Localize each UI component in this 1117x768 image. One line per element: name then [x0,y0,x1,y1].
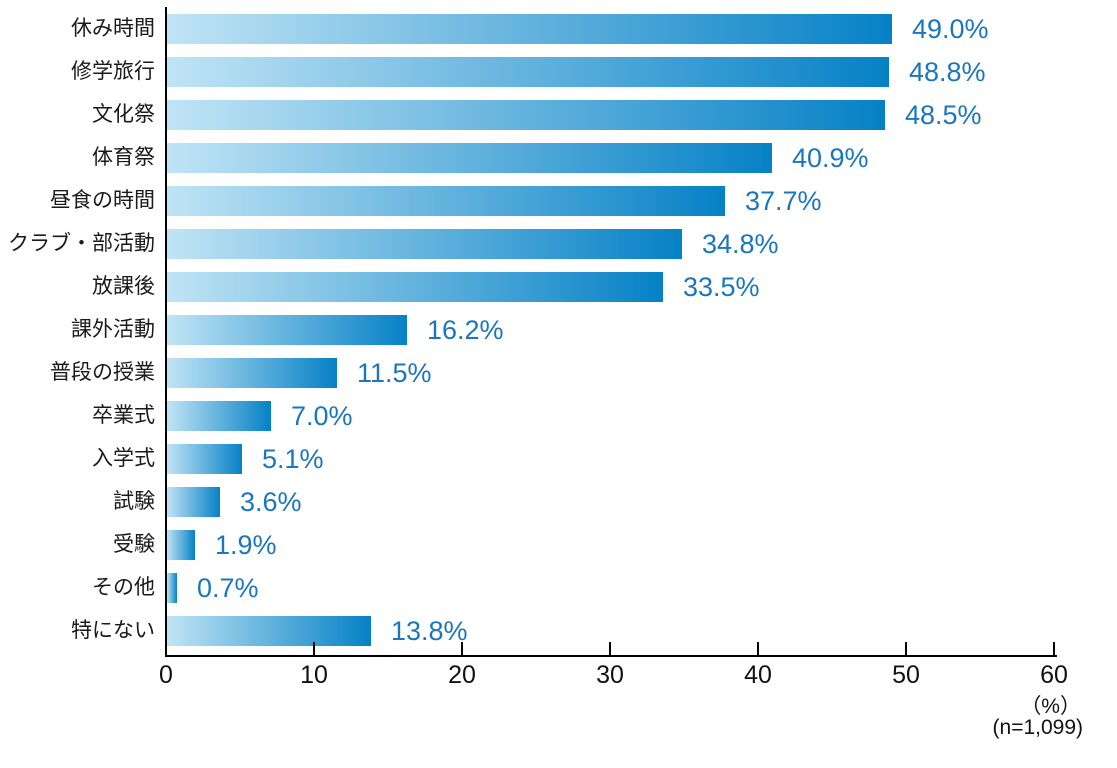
x-axis-tick-label: 30 [596,661,624,689]
category-label: 卒業式 [92,404,155,427]
value-label: 11.5% [357,358,432,388]
x-axis-line [165,655,1057,657]
bar [167,14,892,44]
value-label: 13.8% [391,616,468,646]
bar [167,315,407,345]
bar [167,229,682,259]
bar [167,573,177,603]
bar [167,401,271,431]
category-label: 文化祭 [92,103,155,126]
value-label: 7.0% [291,401,353,431]
x-axis-tick [461,642,463,655]
value-label: 48.5% [905,100,982,130]
x-axis-tick [905,642,907,655]
x-axis-tick-label: 0 [159,661,173,689]
category-label: 昼食の時間 [50,189,155,212]
value-label: 16.2% [427,315,504,345]
category-label: 入学式 [92,447,155,470]
x-axis-tick-label: 60 [1040,661,1068,689]
category-label: クラブ・部活動 [8,232,155,255]
category-label: 休み時間 [71,17,155,40]
bar [167,487,220,517]
x-axis-tick-label: 40 [744,661,772,689]
category-label: 体育祭 [92,146,155,169]
category-label: 修学旅行 [71,60,155,83]
bar [167,616,371,646]
value-label: 34.8% [702,229,779,259]
bar [167,358,337,388]
x-axis-tick-label: 20 [448,661,476,689]
bar [167,143,772,173]
value-label: 1.9% [215,530,277,560]
bar [167,100,885,130]
x-axis-tick [757,642,759,655]
category-label: 普段の授業 [50,361,155,384]
bar [167,57,889,87]
x-axis-tick [609,642,611,655]
value-label: 37.7% [745,186,822,216]
bar [167,530,195,560]
x-axis-unit-label: （%） [1020,695,1081,718]
bar [167,272,663,302]
value-label: 5.1% [262,444,324,474]
x-axis-tick [1053,642,1055,655]
value-label: 40.9% [792,143,869,173]
value-label: 0.7% [197,573,259,603]
category-label: 課外活動 [71,318,155,341]
x-axis-tick-label: 10 [300,661,328,689]
value-label: 48.8% [909,57,986,87]
category-label: 特にない [71,619,155,642]
bar [167,186,725,216]
category-label: 受験 [113,533,155,556]
sample-size-label: (n=1,099) [992,716,1083,739]
value-label: 33.5% [683,272,760,302]
value-label: 49.0% [912,14,989,44]
category-label: その他 [92,576,155,599]
value-label: 3.6% [240,487,302,517]
y-axis-line [165,7,167,657]
category-label: 放課後 [92,275,155,298]
bar [167,444,242,474]
x-axis-tick [313,642,315,655]
category-label: 試験 [113,490,155,513]
x-axis-tick-label: 50 [892,661,920,689]
